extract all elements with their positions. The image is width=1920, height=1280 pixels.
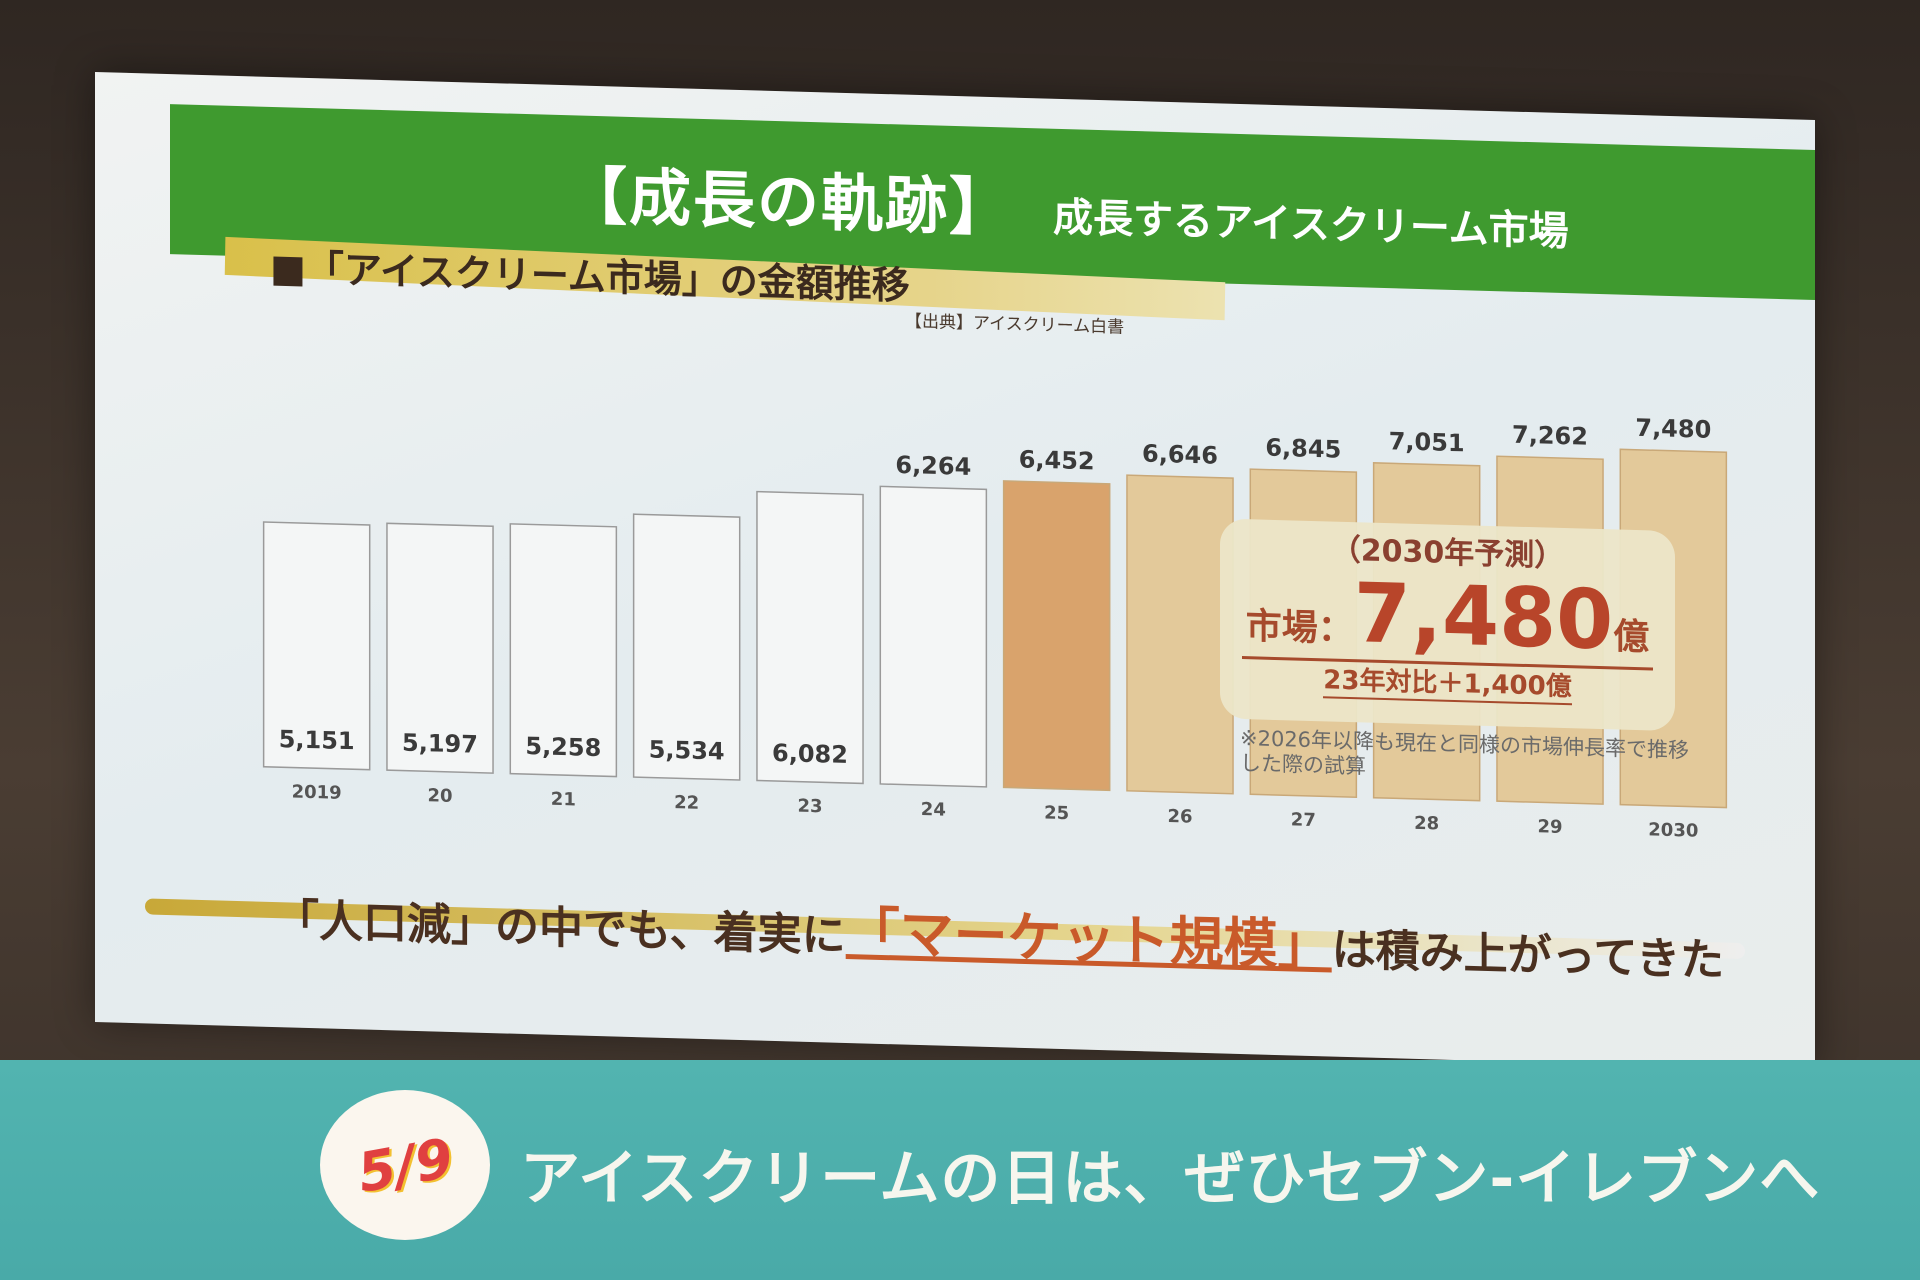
footer-pre: 「人口減」の中でも、着実に [275, 895, 846, 962]
footer-post: は積み上がってきた [1331, 924, 1725, 987]
value-label: 5,534 [649, 735, 725, 765]
value-label: 5,258 [525, 732, 601, 762]
value-label: 6,264 [895, 451, 971, 481]
date-badge-text: 5/9 [352, 1125, 458, 1205]
value-label: 5,151 [279, 725, 355, 755]
stage-banner: 5/9 アイスクリームの日は、ぜひセブン-イレブンへ [0, 1060, 1920, 1280]
category-label: 29 [1537, 816, 1562, 838]
callout-value: 7,480 [1353, 565, 1614, 668]
date-badge: 5/9 [320, 1090, 490, 1240]
bar-26 [1126, 474, 1234, 795]
value-label: 6,646 [1142, 440, 1218, 470]
category-label: 2019 [292, 781, 342, 803]
category-label: 20 [427, 785, 452, 807]
value-label: 5,197 [402, 729, 478, 759]
bar-22 [632, 513, 741, 781]
value-label: 6,452 [1019, 445, 1095, 475]
bar-20 [386, 522, 494, 774]
category-label: 2030 [1648, 819, 1698, 841]
value-label: 7,051 [1389, 427, 1465, 457]
value-label: 7,262 [1512, 421, 1588, 451]
callout-unit: 億 [1613, 615, 1650, 658]
category-label: 22 [674, 792, 699, 814]
category-label: 23 [797, 796, 822, 818]
bar-23 [756, 490, 864, 785]
presentation-slide: 【成長の軌跡】 成長するアイスクリーム市場 ■「アイスクリーム市場」の金額推移 … [95, 72, 1815, 1071]
value-label: 6,845 [1265, 434, 1341, 464]
forecast-callout: （2030年予測） 市場：7,480億 23年対比＋1,400億 [1220, 518, 1675, 732]
footer-highlight-text: 「マーケット規模」 [845, 900, 1332, 978]
bar-24 [879, 485, 988, 788]
callout-value-line: 市場：7,480億 [1241, 565, 1654, 671]
category-label: 26 [1167, 806, 1192, 828]
category-label: 28 [1414, 813, 1439, 835]
callout-prefix: 市場： [1245, 605, 1354, 650]
value-label: 7,480 [1635, 414, 1711, 444]
category-label: 24 [921, 799, 946, 821]
category-label: 25 [1044, 803, 1069, 825]
value-label: 6,082 [772, 739, 848, 769]
category-label: 27 [1291, 809, 1316, 831]
category-label: 21 [551, 789, 576, 811]
bar-chart: 5,151 2019 5,197 20 5,258 21 5,534 22 6,082 23 6,2… [262, 414, 1728, 842]
callout-comparison: 23年対比＋1,400億 [1323, 664, 1572, 706]
bar-21 [509, 523, 618, 778]
bar-25 [1002, 480, 1111, 792]
bar-2019 [262, 521, 371, 771]
banner-text: アイスクリームの日は、ぜひセブン-イレブンへ [520, 1144, 1821, 1214]
